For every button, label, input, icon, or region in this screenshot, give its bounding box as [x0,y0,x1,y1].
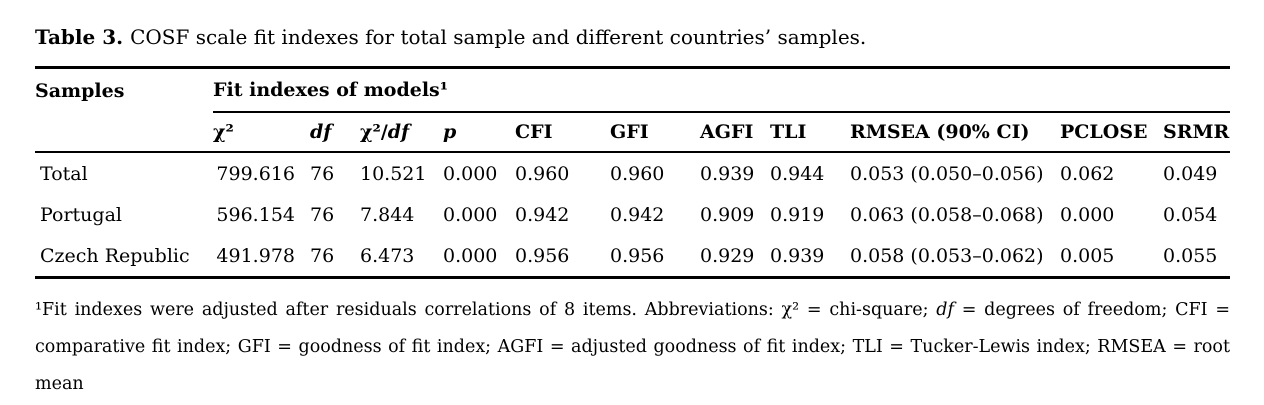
footnote-line: ¹Fit indexes were adjusted after residua… [35,292,1230,329]
cell-tli: 0.944 [770,162,825,185]
col-header-p: p [443,112,515,153]
col-header-pclose: PCLOSE [1060,112,1163,153]
cell-df: 76 [310,244,335,267]
cell-srmr: 0.054 [1163,203,1218,226]
cell-cfi: 0.960 [515,162,570,185]
table-row-czech-republic: Czech Republic 491.978 76 6.473 0.000 0.… [35,235,1230,278]
cell-gfi: 0.960 [610,162,665,185]
col-header-cfi: CFI [515,112,610,153]
cell-chi2-df: 10.521 [360,162,427,185]
col-header-agfi: AGFI [700,112,770,153]
table-caption-label: Table 3. [35,25,124,49]
cell-gfi: 0.956 [610,244,665,267]
cell-srmr: 0.049 [1163,162,1218,185]
col-header-group-fit-indexes: Fit indexes of models¹ [213,67,1231,113]
col-header-rmsea: RMSEA (90% CI) [850,112,1060,153]
table-caption: Table 3. COSF scale fit indexes for total… [35,24,1230,50]
cell-sample: Portugal [40,203,122,226]
footnote-line: comparative fit index; GFI = goodness of… [35,329,1230,403]
header-group-row: Samples Fit indexes of models¹ [35,67,1231,113]
cell-sample: Total [40,162,88,185]
header-sub-row: χ² df χ²/df p CFI GFI AGFI TLI RMSEA (90… [35,112,1231,153]
cell-tli: 0.919 [770,203,825,226]
col-header-chi2-df: χ²/df [360,112,443,153]
cell-tli: 0.939 [770,244,825,267]
cell-chi2: 596.154 [216,203,295,226]
cell-p: 0.000 [443,203,498,226]
cell-pclose: 0.062 [1060,162,1115,185]
cell-gfi: 0.942 [610,203,665,226]
cell-pclose: 0.005 [1060,244,1115,267]
cell-srmr: 0.055 [1163,244,1218,267]
cell-p: 0.000 [443,244,498,267]
col-header-srmr: SRMR [1163,112,1231,153]
table-row-total: Total 799.616 76 10.521 0.000 0.960 0.96… [35,152,1230,194]
footnote-segment: comparative fit index; GFI = goodness of… [35,337,1230,394]
footnote-segment: = degrees of freedom; CFI = [953,300,1231,320]
cell-agfi: 0.929 [700,244,755,267]
cell-chi2: 799.616 [216,162,295,185]
table-footnote: ¹Fit indexes were adjusted after residua… [35,292,1230,405]
col-header-gfi: GFI [610,112,700,153]
cell-pclose: 0.000 [1060,203,1115,226]
col-header-chi2: χ² [213,112,310,153]
cell-p: 0.000 [443,162,498,185]
chi2df-prefix: χ²/ [360,121,388,143]
cell-cfi: 0.942 [515,203,570,226]
table-caption-text: COSF scale fit indexes for total sample … [130,25,867,49]
cell-sample: Czech Republic [40,244,190,267]
cell-df: 76 [310,203,335,226]
footnote-segment: ¹Fit indexes were adjusted after residua… [35,300,937,320]
table-row-portugal: Portugal 596.154 76 7.844 0.000 0.942 0.… [35,194,1230,235]
cell-agfi: 0.909 [700,203,755,226]
col-header-tli: TLI [770,112,850,153]
col-header-df: df [310,112,360,153]
empty-header-cell [35,112,213,153]
col-header-samples: Samples [35,79,125,102]
cell-df: 76 [310,162,335,185]
chi2df-df: df [387,121,410,143]
cell-chi2-df: 6.473 [360,244,415,267]
fit-indexes-table: Samples Fit indexes of models¹ χ² df χ²/… [35,66,1231,279]
cell-chi2-df: 7.844 [360,203,415,226]
cell-rmsea: 0.058 (0.053–0.062) [850,244,1044,267]
cell-agfi: 0.939 [700,162,755,185]
cell-rmsea: 0.063 (0.058–0.068) [850,203,1044,226]
cell-rmsea: 0.053 (0.050–0.056) [850,162,1044,185]
cell-chi2: 491.978 [216,244,295,267]
cell-cfi: 0.956 [515,244,570,267]
footnote-segment: df [936,300,954,320]
